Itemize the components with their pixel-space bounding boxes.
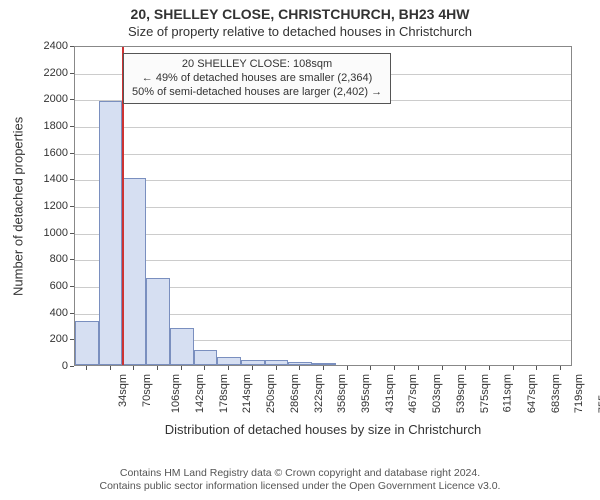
x-tick-label: 719sqm <box>574 374 586 413</box>
footer-attribution: Contains HM Land Registry data © Crown c… <box>0 467 600 494</box>
x-tick-label: 106sqm <box>170 374 182 413</box>
x-tick <box>133 366 134 370</box>
y-tick-label: 600 <box>32 280 68 292</box>
x-tick <box>536 366 537 370</box>
y-tick-label: 1000 <box>32 227 68 239</box>
histogram-plot: 20 SHELLEY CLOSE: 108sqm← 49% of detache… <box>74 46 572 366</box>
histogram-bar <box>99 101 123 365</box>
y-tick <box>70 206 74 207</box>
y-tick-label: 1200 <box>32 200 68 212</box>
page-subtitle: Size of property relative to detached ho… <box>0 22 600 43</box>
x-tick <box>276 366 277 370</box>
y-tick <box>70 313 74 314</box>
y-tick-label: 1400 <box>32 173 68 185</box>
histogram-bar <box>288 362 312 365</box>
histogram-bar <box>217 357 241 365</box>
y-tick-label: 2200 <box>32 67 68 79</box>
x-tick-label: 34sqm <box>117 374 129 407</box>
x-tick <box>323 366 324 370</box>
x-tick-label: 214sqm <box>242 374 254 413</box>
histogram-bar <box>122 178 146 365</box>
y-tick-label: 200 <box>32 333 68 345</box>
x-tick <box>489 366 490 370</box>
x-tick <box>442 366 443 370</box>
y-tick-label: 400 <box>32 307 68 319</box>
x-tick-label: 611sqm <box>502 374 514 412</box>
x-tick <box>347 366 348 370</box>
y-tick-label: 2400 <box>32 40 68 52</box>
x-tick <box>181 366 182 370</box>
x-tick <box>560 366 561 370</box>
x-tick-label: 683sqm <box>550 374 562 413</box>
x-tick-label: 467sqm <box>408 374 420 413</box>
x-tick <box>228 366 229 370</box>
x-tick-label: 322sqm <box>313 374 325 413</box>
x-tick-label: 503sqm <box>431 374 443 413</box>
y-tick-label: 0 <box>32 360 68 372</box>
tooltip-line: ← 49% of detached houses are smaller (2,… <box>132 72 382 86</box>
page-title-address: 20, SHELLEY CLOSE, CHRISTCHURCH, BH23 4H… <box>0 0 600 22</box>
histogram-bar <box>265 360 289 365</box>
x-tick <box>204 366 205 370</box>
histogram-bar <box>241 360 265 365</box>
x-tick <box>299 366 300 370</box>
y-tick <box>70 366 74 367</box>
tooltip-line: 20 SHELLEY CLOSE: 108sqm <box>132 58 382 72</box>
histogram-bar <box>75 321 99 365</box>
y-tick <box>70 233 74 234</box>
y-tick <box>70 179 74 180</box>
x-tick-label: 647sqm <box>526 374 538 413</box>
y-tick-label: 800 <box>32 253 68 265</box>
y-tick-label: 1800 <box>32 120 68 132</box>
x-tick-label: 575sqm <box>479 374 491 413</box>
tooltip-line: 50% of semi-detached houses are larger (… <box>132 86 382 100</box>
x-tick-label: 178sqm <box>218 374 230 413</box>
y-tick <box>70 153 74 154</box>
y-tick <box>70 339 74 340</box>
x-tick <box>86 366 87 370</box>
x-tick-label: 358sqm <box>336 374 348 413</box>
gridline <box>75 127 571 128</box>
x-tick <box>370 366 371 370</box>
x-axis-title: Distribution of detached houses by size … <box>74 422 572 437</box>
x-tick-label: 395sqm <box>360 374 372 413</box>
y-tick <box>70 46 74 47</box>
y-tick-label: 1600 <box>32 147 68 159</box>
x-tick <box>465 366 466 370</box>
histogram-bar <box>194 350 218 365</box>
x-tick-label: 250sqm <box>265 374 277 413</box>
tooltip-box: 20 SHELLEY CLOSE: 108sqm← 49% of detache… <box>123 53 391 104</box>
x-tick <box>418 366 419 370</box>
x-tick-label: 142sqm <box>194 374 206 413</box>
x-tick <box>513 366 514 370</box>
histogram-bar <box>146 278 170 365</box>
y-tick <box>70 73 74 74</box>
histogram-bar <box>170 328 194 365</box>
y-tick <box>70 99 74 100</box>
x-tick <box>110 366 111 370</box>
x-tick <box>394 366 395 370</box>
y-tick <box>70 259 74 260</box>
gridline <box>75 260 571 261</box>
x-tick-label: 286sqm <box>289 374 301 413</box>
x-tick <box>157 366 158 370</box>
x-tick-label: 70sqm <box>141 374 153 407</box>
gridline <box>75 180 571 181</box>
gridline <box>75 234 571 235</box>
x-tick-label: 431sqm <box>384 374 396 413</box>
y-tick <box>70 126 74 127</box>
gridline <box>75 154 571 155</box>
x-tick-label: 539sqm <box>455 374 467 413</box>
footer-line: Contains HM Land Registry data © Crown c… <box>0 467 600 481</box>
x-tick <box>252 366 253 370</box>
y-tick <box>70 286 74 287</box>
histogram-bar <box>312 363 336 365</box>
footer-line: Contains public sector information licen… <box>0 480 600 494</box>
y-tick-label: 2000 <box>32 93 68 105</box>
gridline <box>75 207 571 208</box>
